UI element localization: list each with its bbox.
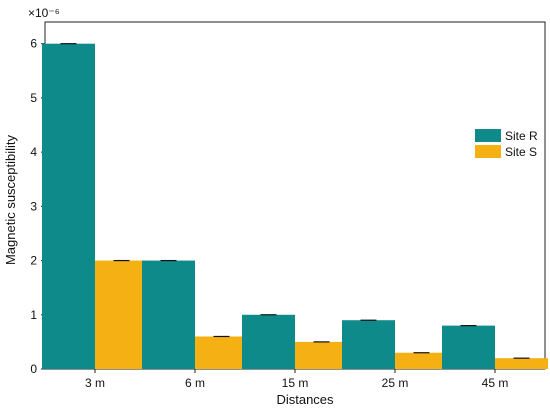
bar-site-r (342, 320, 395, 369)
bar-site-s (195, 336, 248, 369)
y-tick-label: 6 (30, 37, 37, 51)
bar-site-r (242, 314, 295, 369)
x-tick-label: 45 m (482, 376, 509, 390)
bar-site-s (95, 260, 148, 369)
x-axis-title: Distances (276, 392, 334, 407)
y-tick-label: 0 (30, 362, 37, 376)
y-tick-label: 5 (30, 91, 37, 105)
y-tick-label: 2 (30, 254, 37, 268)
bar-site-r (142, 260, 195, 369)
bar-site-r (42, 43, 95, 369)
y-tick-label: 1 (30, 308, 37, 322)
x-tick-label: 15 m (282, 376, 309, 390)
y-tick-label: 4 (30, 145, 37, 159)
legend-label: Site S (505, 145, 537, 159)
bar-site-s (495, 358, 548, 369)
x-tick-label: 6 m (185, 376, 205, 390)
bar-site-s (395, 352, 448, 369)
bar-site-r (442, 325, 495, 369)
x-tick-label: 25 m (382, 376, 409, 390)
x-tick-label: 3 m (85, 376, 105, 390)
y-tick-label: 3 (30, 199, 37, 213)
legend-label: Site R (505, 129, 538, 143)
legend-swatch (475, 145, 501, 158)
y-axis-title: Magnetic susceptibility (3, 134, 18, 265)
y-multiplier-label: ×10⁻⁶ (28, 6, 60, 20)
legend-swatch (475, 129, 501, 142)
bar-site-s (295, 341, 348, 369)
